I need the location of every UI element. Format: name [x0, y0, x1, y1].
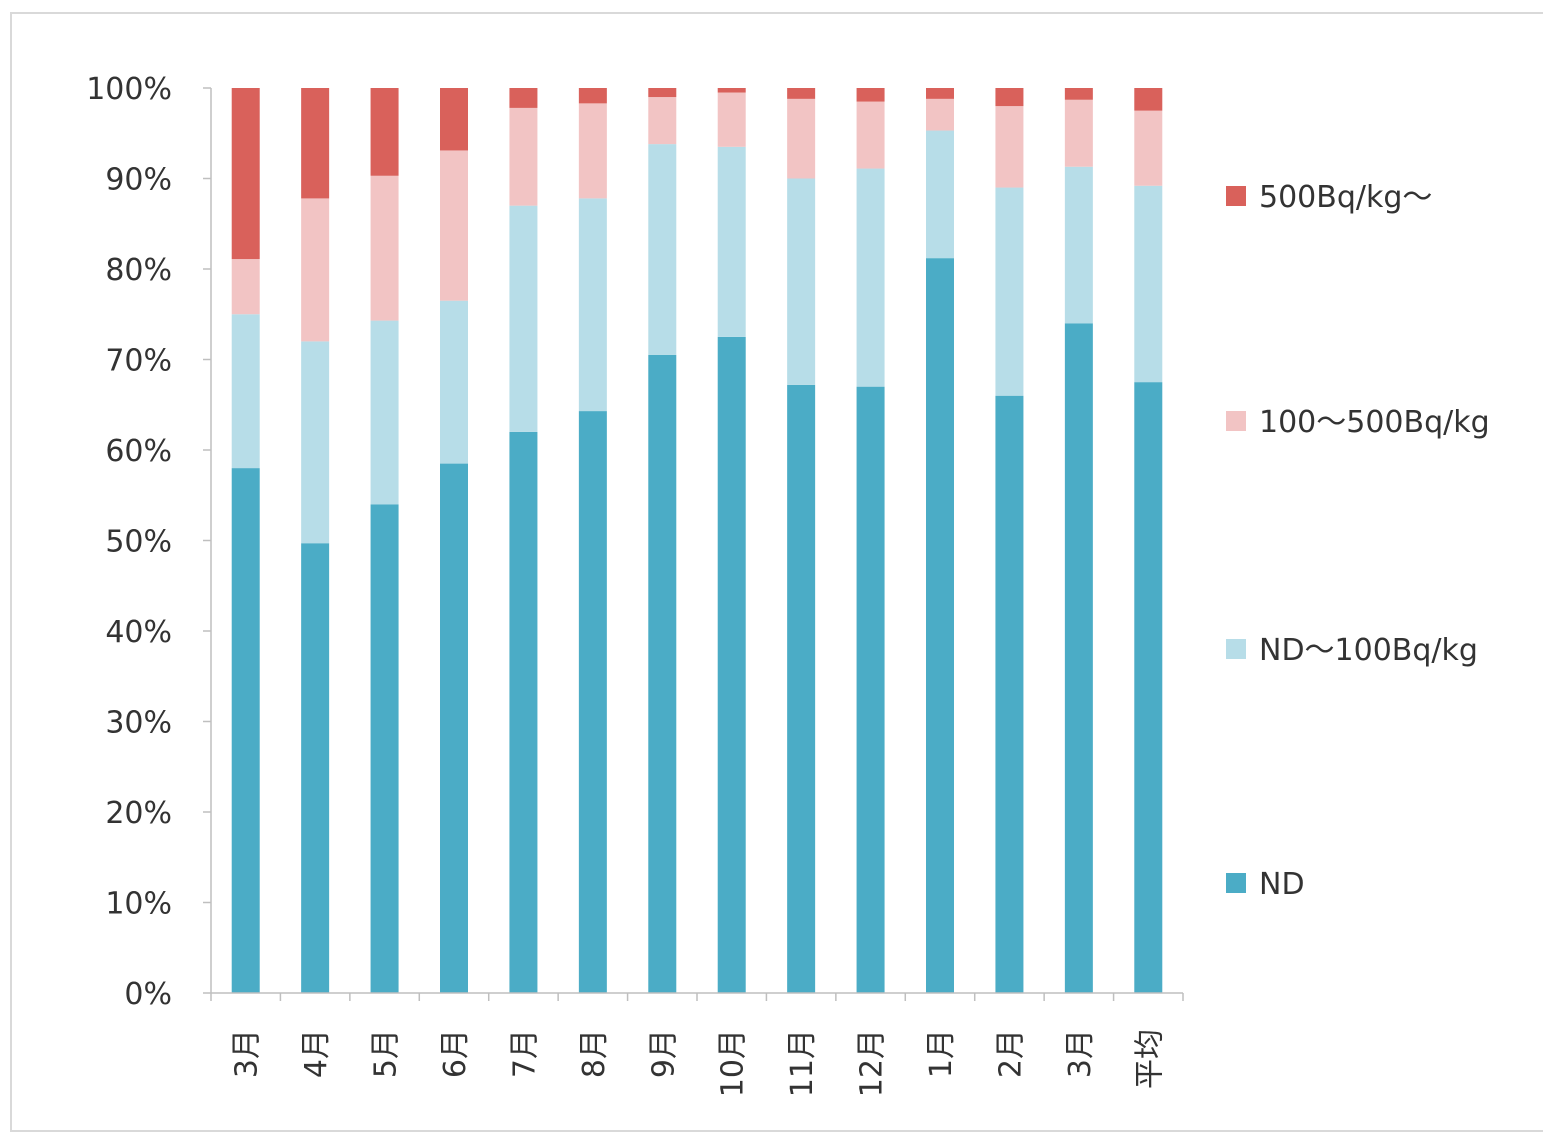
- bar-500bq-kg-2: [370, 88, 399, 176]
- bar-nd-7: [717, 336, 746, 994]
- y-tick-label: 10%: [105, 887, 172, 922]
- bar-100-500bq-kg-2: [370, 175, 399, 321]
- bar-nd-100bq-kg-3: [440, 300, 468, 464]
- bar-nd-0: [231, 468, 260, 994]
- bar-500bq-kg-7: [717, 88, 746, 93]
- y-tick-label: 20%: [105, 796, 172, 831]
- legend: 500Bq/kg〜 100〜500Bq/kg ND〜100Bq/kg ND: [1226, 180, 1490, 902]
- x-category-label: 3月: [230, 1029, 265, 1078]
- bar-100-500bq-kg-1: [301, 198, 330, 342]
- bar-500bq-kg-5: [578, 88, 607, 104]
- bar-100-500bq-kg-9: [856, 101, 885, 169]
- bars-layer: [231, 88, 1163, 994]
- bar-nd-12: [1064, 323, 1093, 993]
- y-tick-label: 70%: [105, 344, 172, 379]
- legend-swatch-500bq-kg: [1226, 186, 1246, 206]
- y-tick-label: 100%: [86, 72, 172, 107]
- bar-nd-6: [648, 354, 677, 994]
- bar-100-500bq-kg-3: [440, 150, 468, 301]
- bar-500bq-kg-4: [509, 88, 538, 108]
- x-category-label: 1月: [924, 1029, 959, 1078]
- x-category-label: 10月: [716, 1029, 751, 1097]
- bar-nd-100bq-kg-6: [648, 144, 677, 355]
- bar-100-500bq-kg-4: [509, 107, 538, 206]
- x-category-label: 3月: [1063, 1029, 1098, 1078]
- bar-nd-5: [578, 411, 607, 994]
- bar-nd-1: [301, 543, 330, 993]
- bar-nd-9: [856, 386, 885, 993]
- x-category-label: 9月: [646, 1029, 681, 1078]
- y-tick-label: 60%: [105, 434, 172, 469]
- legend-swatch-100-500bq-kg: [1226, 411, 1246, 431]
- bar-100-500bq-kg-7: [717, 92, 746, 147]
- x-category-labels: 3月 4月 5月 6月 7月 8月 9月 10月 11月 12月 1月 2月 3月 平均: [230, 1029, 1168, 1097]
- x-category-label: 12月: [855, 1029, 890, 1097]
- bar-500bq-kg-0: [231, 88, 260, 260]
- bar-nd-100bq-kg-1: [301, 341, 330, 544]
- bar-100-500bq-kg-13: [1134, 110, 1163, 186]
- x-category-label: 5月: [369, 1029, 404, 1078]
- y-tick-label: 40%: [105, 615, 172, 650]
- bar-500bq-kg-6: [648, 88, 677, 98]
- bar-100-500bq-kg-10: [926, 98, 954, 131]
- legend-label: 100〜500Bq/kg: [1259, 405, 1490, 440]
- x-category-label: 8月: [577, 1029, 612, 1078]
- bar-100-500bq-kg-12: [1064, 99, 1093, 167]
- bar-nd-11: [995, 395, 1024, 993]
- bar-nd-100bq-kg-9: [856, 168, 885, 387]
- bar-nd-8: [787, 384, 816, 994]
- bar-500bq-kg-11: [995, 88, 1024, 107]
- bar-nd-100bq-kg-12: [1064, 166, 1093, 324]
- bar-nd-3: [440, 463, 468, 994]
- y-tick-label: 30%: [105, 706, 172, 741]
- bar-500bq-kg-10: [926, 88, 954, 99]
- axes-layer: [203, 87, 1184, 1001]
- y-tick-label: 50%: [105, 525, 172, 560]
- legend-label: ND〜100Bq/kg: [1259, 633, 1478, 668]
- bar-nd-2: [370, 504, 399, 993]
- legend-label: ND: [1259, 867, 1305, 902]
- y-tick-label: 0%: [124, 977, 172, 1012]
- bar-500bq-kg-13: [1134, 88, 1163, 111]
- x-category-label: 平均: [1132, 1029, 1167, 1089]
- bar-100-500bq-kg-6: [648, 97, 677, 145]
- bar-100-500bq-kg-5: [578, 103, 607, 199]
- bar-100-500bq-kg-11: [995, 106, 1024, 188]
- bar-nd-4: [509, 431, 538, 993]
- bar-500bq-kg-9: [856, 88, 885, 102]
- y-tick-label: 80%: [105, 253, 172, 288]
- x-category-label: 2月: [993, 1029, 1028, 1078]
- bar-100-500bq-kg-8: [787, 98, 816, 179]
- bar-nd-100bq-kg-11: [995, 187, 1024, 396]
- bar-100-500bq-kg-0: [231, 259, 260, 315]
- bar-500bq-kg-12: [1064, 88, 1093, 100]
- bar-nd-100bq-kg-2: [370, 320, 399, 505]
- bar-500bq-kg-8: [787, 88, 816, 99]
- bar-500bq-kg-1: [301, 88, 330, 199]
- bar-nd-100bq-kg-4: [509, 205, 538, 432]
- bar-nd-100bq-kg-8: [787, 178, 816, 385]
- x-category-label: 6月: [438, 1029, 473, 1078]
- bar-nd-100bq-kg-13: [1134, 185, 1163, 383]
- x-category-label: 11月: [785, 1029, 820, 1097]
- bar-500bq-kg-3: [440, 88, 468, 151]
- bar-nd-100bq-kg-10: [926, 130, 954, 259]
- bar-nd-100bq-kg-0: [231, 314, 260, 469]
- legend-swatch-nd-100bq-kg: [1226, 639, 1246, 659]
- y-tick-labels: 0% 10% 20% 30% 40% 50% 60% 70% 80% 90% 100%: [86, 72, 172, 1012]
- bar-nd-10: [926, 258, 954, 993]
- x-category-label: 4月: [299, 1029, 334, 1078]
- x-category-label: 7月: [507, 1029, 542, 1078]
- legend-swatch-nd: [1226, 873, 1246, 893]
- bar-nd-13: [1134, 382, 1163, 994]
- bar-nd-100bq-kg-5: [578, 198, 607, 412]
- y-tick-label: 90%: [105, 163, 172, 198]
- bar-nd-100bq-kg-7: [717, 146, 746, 337]
- legend-label: 500Bq/kg〜: [1259, 180, 1432, 215]
